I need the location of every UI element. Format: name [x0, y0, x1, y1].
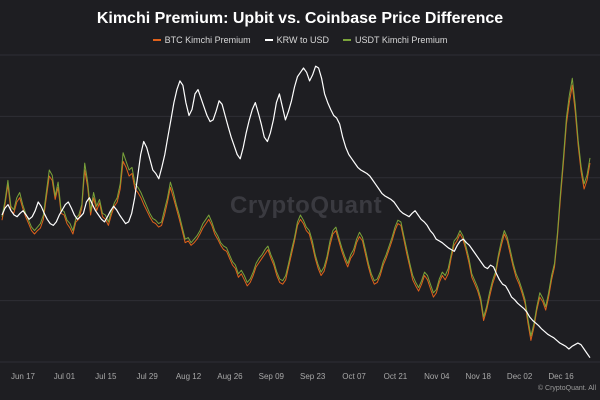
x-tick-label: Aug 26 — [217, 372, 243, 381]
x-tick-label: Aug 12 — [176, 372, 202, 381]
x-tick-label: Nov 04 — [424, 372, 450, 381]
legend-swatch-usdt — [343, 39, 351, 41]
legend: BTC Kimchi Premium KRW to USD USDT Kimch… — [0, 35, 600, 45]
legend-label-btc: BTC Kimchi Premium — [164, 35, 251, 45]
x-tick-label: Oct 21 — [384, 372, 408, 381]
chart-title: Kimchi Premium: Upbit vs. Coinbase Price… — [96, 10, 504, 27]
x-tick-label: Oct 07 — [342, 372, 366, 381]
watermark: CryptoQuant — [230, 192, 383, 219]
x-tick-label: Jul 29 — [136, 372, 158, 381]
legend-item-krw[interactable]: KRW to USD — [264, 35, 329, 45]
x-tick-label: Jul 01 — [54, 372, 76, 381]
x-axis-ticks: Jun 17 Jul 01 Jul 15 Jul 29 Aug 12 Aug 26 Sep … — [11, 372, 574, 381]
x-tick-label: Nov 18 — [466, 372, 492, 381]
x-tick-label: Dec 02 — [507, 372, 533, 381]
copyright: © CryptoQuant. All — [537, 385, 596, 392]
grid — [0, 54, 600, 363]
legend-label-krw: KRW to USD — [276, 35, 329, 45]
legend-item-btc[interactable]: BTC Kimchi Premium — [152, 35, 251, 45]
series-line-usdt — [1, 77, 591, 337]
x-tick-label: Sep 23 — [300, 372, 326, 381]
legend-swatch-krw — [264, 39, 273, 41]
x-tick-label: Jul 15 — [95, 372, 117, 381]
x-tick-label: Sep 09 — [259, 372, 285, 381]
legend-label-usdt: USDT Kimchi Premium — [355, 35, 448, 45]
x-tick-label: Dec 16 — [548, 372, 574, 381]
legend-item-usdt[interactable]: USDT Kimchi Premium — [343, 35, 447, 45]
series-line-krw — [1, 65, 591, 359]
legend-swatch-btc — [152, 39, 161, 41]
x-tick-label: Jun 17 — [11, 372, 36, 381]
series-lines — [1, 65, 591, 359]
series-line-btc — [1, 84, 591, 341]
